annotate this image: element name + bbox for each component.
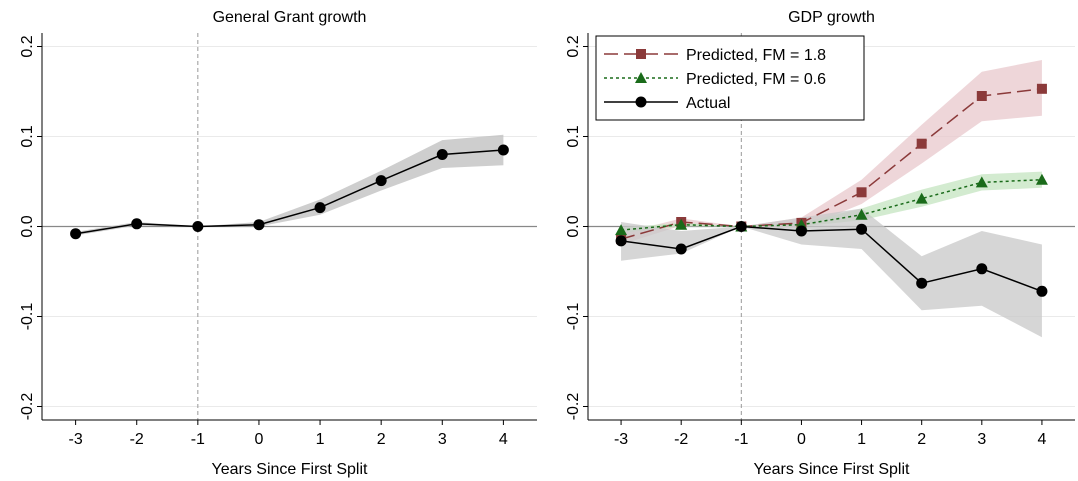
x-tick-label: 1	[857, 431, 866, 448]
marker	[675, 243, 687, 255]
x-tick-label: 1	[316, 431, 325, 448]
marker	[615, 235, 627, 247]
y-tick-label: 0.0	[19, 215, 36, 237]
series-line	[621, 178, 1042, 231]
x-tick-label: 3	[438, 431, 447, 448]
marker	[70, 228, 82, 240]
confidence-band	[75, 134, 504, 236]
marker	[615, 224, 628, 236]
marker	[675, 218, 688, 230]
marker	[795, 225, 807, 237]
marker	[1035, 173, 1048, 185]
confidence-band	[621, 171, 1042, 233]
x-axis-label: Years Since First Split	[754, 461, 910, 478]
y-tick-label: 0.2	[565, 35, 582, 57]
x-tick-label: 4	[499, 431, 508, 448]
marker	[855, 208, 868, 220]
legend-label: Predicted, FM = 1.8	[686, 47, 826, 64]
x-tick-label: 0	[254, 431, 263, 448]
x-tick-label: -2	[674, 431, 688, 448]
marker	[976, 263, 988, 275]
chart-title: General Grant growth	[213, 9, 367, 26]
x-axis-label: Years Since First Split	[212, 461, 368, 478]
marker	[735, 221, 747, 232]
marker	[1036, 83, 1047, 94]
x-tick-label: 2	[917, 431, 926, 448]
marker	[253, 219, 265, 231]
x-tick-label: -3	[614, 431, 628, 448]
y-tick-label: -0.2	[565, 393, 582, 421]
x-tick-label: 0	[797, 431, 806, 448]
marker	[856, 187, 867, 198]
x-tick-label: -2	[130, 431, 144, 448]
legend-label: Predicted, FM = 0.6	[686, 71, 826, 88]
y-tick-label: 0.1	[19, 125, 36, 147]
marker	[375, 175, 387, 187]
marker	[1036, 285, 1048, 297]
marker	[916, 277, 928, 289]
marker	[131, 218, 143, 230]
y-tick-label: 0.0	[565, 215, 582, 237]
chart-title: GDP growth	[788, 9, 875, 26]
marker	[975, 176, 988, 188]
x-tick-label: -3	[68, 431, 82, 448]
x-tick-label: -1	[191, 431, 205, 448]
y-tick-label: -0.2	[19, 393, 36, 421]
legend-label: Actual	[686, 95, 730, 112]
confidence-band	[621, 208, 1042, 338]
marker	[636, 49, 646, 59]
marker	[436, 149, 448, 160]
y-tick-label: -0.1	[19, 303, 36, 331]
marker	[976, 91, 987, 101]
marker	[915, 192, 928, 204]
x-tick-label: 3	[977, 431, 986, 448]
marker	[856, 223, 868, 235]
marker	[916, 138, 927, 149]
y-tick-label: 0.1	[565, 125, 582, 147]
marker	[314, 202, 326, 214]
marker	[635, 96, 647, 108]
series-line	[75, 149, 504, 235]
marker	[635, 72, 647, 83]
series-line	[620, 225, 1043, 293]
marker	[192, 221, 204, 232]
y-tick-label: 0.2	[19, 35, 36, 57]
x-tick-label: 4	[1037, 431, 1046, 448]
y-tick-label: -0.1	[565, 303, 582, 331]
x-tick-label: -1	[734, 431, 748, 448]
x-tick-label: 2	[377, 431, 386, 448]
series-line	[620, 88, 1043, 240]
marker	[497, 144, 509, 156]
